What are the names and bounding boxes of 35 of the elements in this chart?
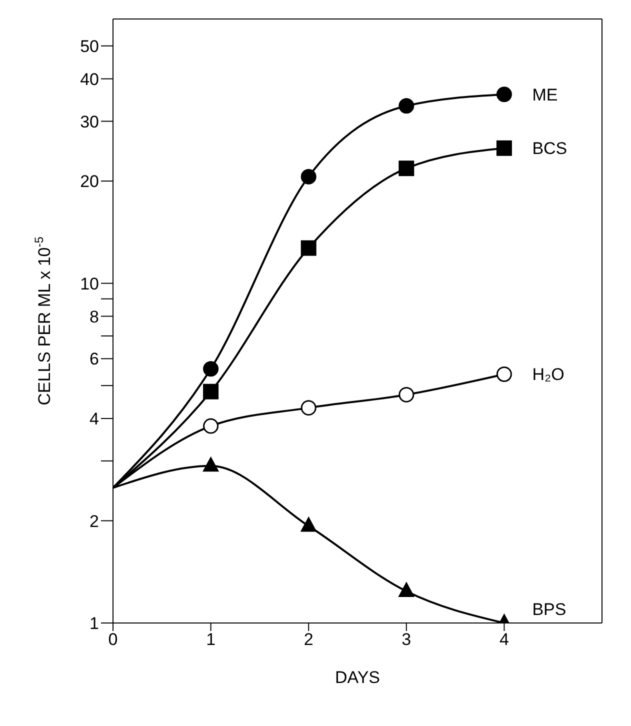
x-tick-label: 4 bbox=[499, 630, 509, 650]
y-tick-label: 6 bbox=[90, 350, 99, 369]
series-label: H₂O bbox=[532, 365, 564, 384]
y-tick-label: 4 bbox=[90, 410, 99, 429]
x-tick-label: 2 bbox=[304, 630, 314, 650]
point bbox=[398, 582, 414, 598]
y-tick-label: 8 bbox=[90, 307, 99, 326]
x-tick-label: 1 bbox=[206, 630, 216, 650]
y-tick-label: 2 bbox=[90, 512, 99, 531]
point bbox=[203, 418, 219, 434]
point bbox=[398, 98, 414, 114]
x-tick-label: 3 bbox=[402, 630, 412, 650]
x-axis-title: DAYS bbox=[334, 668, 380, 687]
point bbox=[496, 140, 512, 156]
point bbox=[496, 86, 512, 102]
point bbox=[300, 400, 316, 416]
series-label: BPS bbox=[532, 600, 566, 619]
y-tick-label: 1 bbox=[90, 614, 99, 634]
y-tick-label: 10 bbox=[80, 274, 99, 294]
point bbox=[300, 240, 316, 256]
point bbox=[398, 386, 414, 402]
y-tick-label: 30 bbox=[80, 112, 99, 132]
point bbox=[203, 361, 219, 377]
point bbox=[203, 384, 219, 400]
series-label: ME bbox=[532, 85, 558, 104]
x-tick-label: 0 bbox=[108, 630, 118, 650]
y-tick-label: 20 bbox=[80, 172, 99, 192]
y-tick-label: 50 bbox=[80, 36, 99, 56]
point bbox=[203, 457, 219, 472]
point bbox=[398, 160, 414, 176]
point bbox=[496, 366, 512, 382]
point bbox=[300, 168, 316, 184]
point bbox=[300, 517, 316, 532]
series-label: BCS bbox=[532, 139, 568, 158]
y-tick-label: 40 bbox=[80, 70, 99, 89]
